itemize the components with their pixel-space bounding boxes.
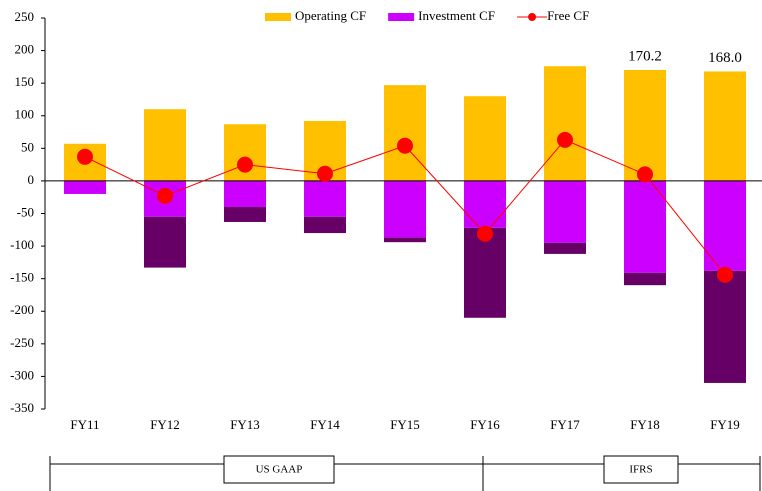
y-tick-label: -350 bbox=[10, 400, 34, 415]
y-tick-label: -300 bbox=[10, 367, 34, 382]
y-tick-label: -50 bbox=[17, 204, 34, 219]
y-tick-label: 50 bbox=[21, 139, 34, 154]
bar bbox=[384, 180, 426, 238]
x-tick-label: FY12 bbox=[150, 417, 180, 432]
bar bbox=[464, 227, 506, 318]
x-tick-label: FY17 bbox=[550, 417, 580, 432]
bar bbox=[704, 180, 746, 271]
point bbox=[637, 166, 653, 183]
bar bbox=[624, 272, 666, 286]
legend-swatch bbox=[265, 13, 291, 21]
bar bbox=[544, 242, 586, 254]
point bbox=[717, 266, 733, 283]
bar bbox=[384, 85, 426, 181]
bar bbox=[704, 71, 746, 181]
bar bbox=[544, 180, 586, 243]
x-tick-label: FY11 bbox=[70, 417, 99, 432]
point bbox=[397, 137, 413, 154]
point bbox=[77, 148, 93, 165]
data-label: 170.2 bbox=[628, 48, 662, 64]
bar bbox=[544, 66, 586, 181]
bar bbox=[624, 70, 666, 181]
bar bbox=[224, 206, 266, 222]
x-tick-label: FY13 bbox=[230, 417, 260, 432]
regime-label: IFRS bbox=[629, 464, 652, 476]
point bbox=[157, 187, 173, 204]
y-tick-label: -200 bbox=[10, 302, 34, 317]
y-tick-label: 200 bbox=[15, 42, 35, 57]
x-tick-label: FY19 bbox=[710, 417, 740, 432]
regime-label: US GAAP bbox=[256, 464, 303, 476]
legend-label: Operating CF bbox=[295, 8, 366, 23]
point bbox=[557, 131, 573, 148]
bar bbox=[304, 216, 346, 234]
y-tick-label: -150 bbox=[10, 270, 34, 285]
y-tick-label: 250 bbox=[15, 9, 35, 24]
legend-label: Investment CF bbox=[418, 8, 495, 23]
bar bbox=[144, 216, 186, 268]
bar bbox=[464, 96, 506, 181]
bar bbox=[624, 180, 666, 273]
bar bbox=[64, 180, 106, 194]
x-tick-label: FY16 bbox=[470, 417, 500, 432]
bar bbox=[704, 270, 746, 383]
point bbox=[317, 165, 333, 182]
bar bbox=[464, 180, 506, 228]
bar bbox=[144, 109, 186, 181]
x-tick-label: FY14 bbox=[310, 417, 340, 432]
regime-box bbox=[223, 455, 335, 484]
y-tick-label: 150 bbox=[15, 74, 35, 89]
point bbox=[237, 156, 253, 173]
x-tick-label: FY18 bbox=[630, 417, 660, 432]
legend-swatch bbox=[388, 13, 415, 21]
x-tick-label: FY15 bbox=[390, 417, 420, 432]
y-tick-label: 100 bbox=[15, 107, 35, 122]
legend-swatch bbox=[528, 13, 537, 21]
y-tick-label: -250 bbox=[10, 335, 34, 350]
data-label: 168.0 bbox=[708, 50, 742, 66]
bar bbox=[224, 180, 266, 207]
y-tick-label: 0 bbox=[28, 172, 35, 187]
point bbox=[477, 225, 493, 242]
bar bbox=[304, 180, 346, 217]
y-tick-label: -100 bbox=[10, 237, 34, 252]
legend-label: Free CF bbox=[547, 8, 589, 23]
regime-box bbox=[603, 455, 679, 484]
bar bbox=[384, 237, 426, 243]
